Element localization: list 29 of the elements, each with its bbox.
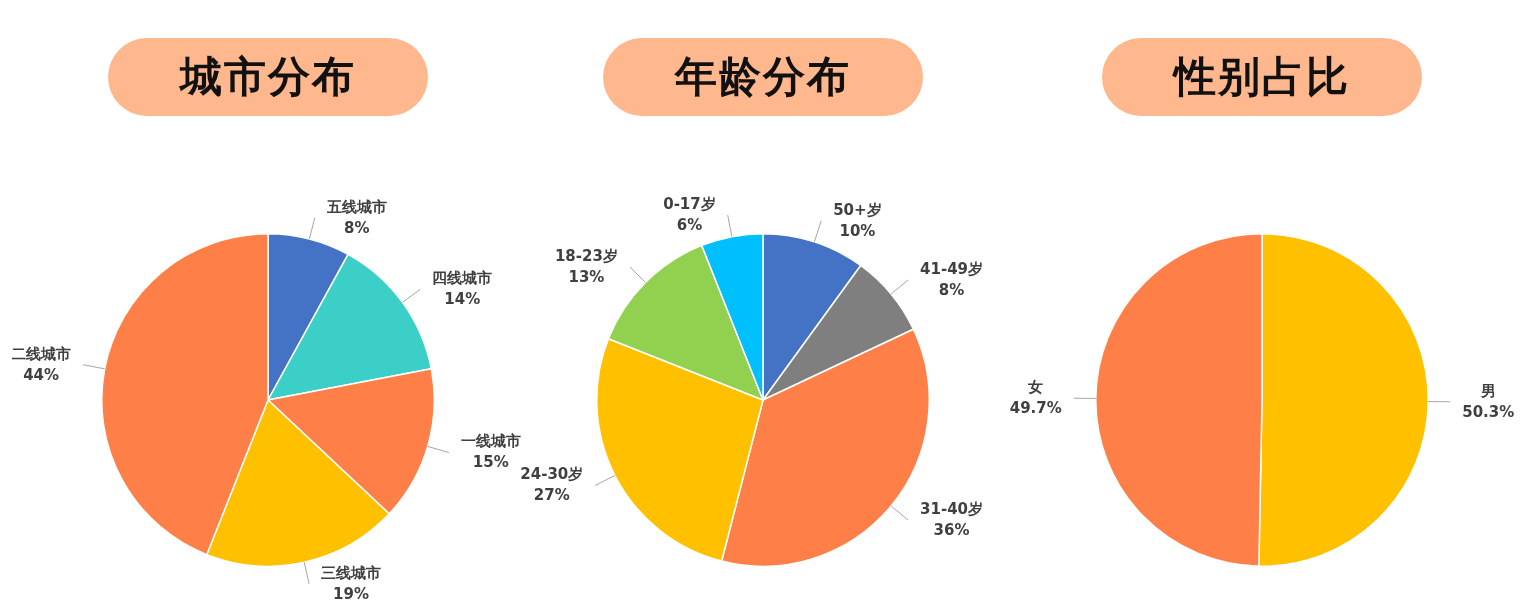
data-label: 19% (333, 584, 370, 602)
data-label: 44% (23, 365, 60, 384)
slice-label: 50+岁 (833, 200, 882, 219)
data-label: 36% (933, 520, 970, 539)
slice-label: 24-30岁 (520, 465, 584, 484)
slice-label: 男 (1479, 381, 1496, 400)
data-label: 49.7% (1009, 399, 1062, 418)
data-label: 14% (444, 290, 481, 309)
slice-label: 女 (1027, 378, 1044, 397)
chart-title: 城市分布 (108, 38, 428, 116)
data-label: 8% (938, 280, 965, 299)
slice-label: 41-49岁 (920, 259, 984, 278)
slice-label: 一线城市 (460, 432, 521, 451)
chart-title: 性别占比 (1102, 38, 1422, 116)
data-label: 50.3% (1462, 402, 1515, 421)
slice-label: 18-23岁 (554, 246, 618, 265)
data-label: 10% (839, 221, 876, 240)
data-label: 27% (533, 486, 570, 505)
slice-label: 四线城市 (432, 269, 493, 288)
data-label: 6% (676, 215, 703, 234)
data-label: 15% (472, 453, 509, 472)
slice-label: 三线城市 (321, 563, 382, 582)
slice-label: 31-40岁 (920, 499, 984, 518)
data-label: 8% (344, 218, 370, 237)
data-label: 13% (568, 267, 605, 286)
slice-label: 二线城市 (11, 344, 72, 363)
chart-title: 年龄分布 (603, 38, 923, 116)
slice-label: 0-17岁 (663, 194, 716, 213)
slice-label: 五线城市 (325, 197, 387, 216)
